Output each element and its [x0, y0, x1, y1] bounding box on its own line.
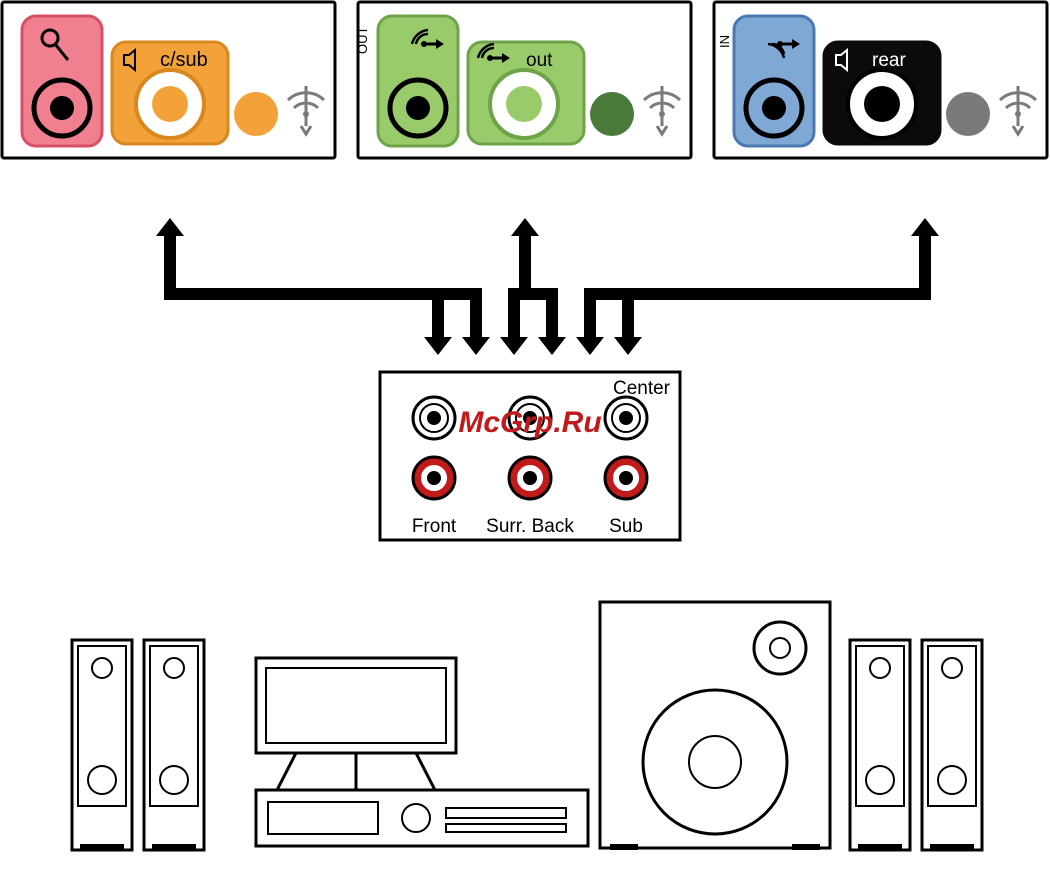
indicator-dot	[946, 92, 990, 136]
port-label: c/sub	[160, 49, 208, 71]
rca-label: Sub	[609, 516, 643, 537]
indicator-dot	[234, 92, 278, 136]
port-label: IN	[717, 35, 732, 48]
indicator-dot	[590, 92, 634, 136]
satellite-speaker	[922, 640, 982, 850]
satellite-speaker	[850, 640, 910, 850]
rca-label: Front	[412, 516, 457, 537]
port-label: OUT	[355, 27, 370, 55]
satellite-speaker	[144, 640, 204, 850]
center-speaker	[256, 658, 456, 753]
port-label: out	[526, 50, 553, 71]
port-label: rear	[872, 50, 906, 71]
subwoofer	[600, 602, 830, 848]
watermark-text: McGrp.Ru	[458, 406, 601, 439]
rca-label: Surr. Back	[486, 516, 574, 537]
satellite-speaker	[72, 640, 132, 850]
rca-label: Center	[613, 378, 671, 399]
